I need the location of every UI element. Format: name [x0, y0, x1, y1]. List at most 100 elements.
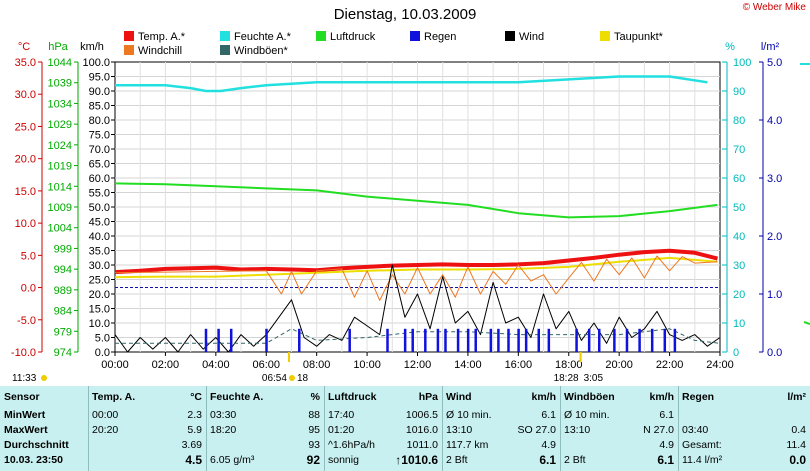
table-column-hum: Feuchte A.% 03:30 88 18:20 95 93 6.05 g/m³ 92 [206, 386, 324, 471]
row-value: 6.1 [541, 409, 556, 421]
edge-fragment [803, 321, 810, 325]
tick-label-wind: 85.0 [89, 101, 110, 113]
row-value: 11.4 [786, 439, 806, 451]
tick-label-hum: 60 [733, 173, 745, 185]
rain-bar [575, 328, 578, 352]
table-header-label: Temp. A. [92, 391, 136, 403]
series-line-wind [114, 264, 721, 353]
row-value: 4.5 [185, 453, 202, 467]
rain-bar [638, 328, 641, 352]
tick-label-wind: 0.0 [95, 347, 110, 359]
tick-label-temp: 5.0 [21, 250, 36, 262]
table-separator [88, 386, 89, 471]
rain-bar [587, 328, 591, 352]
table-separator [442, 386, 443, 471]
table-header: Temp. A. °C [92, 390, 202, 404]
rain-bar [456, 328, 460, 352]
table-header-label: Windböen [564, 391, 615, 403]
row-sub: Gesamt: [682, 439, 722, 451]
table-row: Ø 10 min. 6.1 [564, 408, 674, 422]
series-line-windchill [114, 255, 718, 301]
tick-label-hum: 70 [733, 144, 745, 156]
tick-label-wind: 100.0 [82, 57, 110, 69]
table-row: 10.03. 23:50 [4, 453, 84, 467]
tick-label-temp: 25.0 [15, 121, 36, 133]
legend-label: Luftdruck [330, 31, 376, 43]
row-sub: Ø 10 min. [564, 409, 610, 421]
table-row: 11.4 l/m² 0.0 [682, 453, 806, 467]
tick-label-press: 1034 [48, 98, 72, 110]
table-row: 3.69 [92, 438, 202, 452]
tick-label-wind: 20.0 [89, 289, 110, 301]
axis-unit-temp: °C [18, 41, 30, 53]
row-value: 4.9 [659, 439, 674, 451]
rain-bar [436, 328, 440, 352]
tick-label-wind: 80.0 [89, 115, 110, 127]
table-header-label: Feuchte A. [210, 391, 264, 403]
table-header: Regen l/m² [682, 390, 806, 404]
tick-label-wind: 25.0 [89, 275, 110, 287]
tick-label-hum: 30 [733, 260, 745, 272]
rain-bar [348, 328, 351, 352]
axis-unit-press: hPa [48, 41, 68, 53]
rain-bar [524, 328, 528, 352]
row-sub: 20:20 [92, 424, 119, 436]
table-header-unit: km/h [531, 391, 556, 403]
row-value: 0.0 [789, 453, 806, 467]
axis-unit-wind: km/h [80, 41, 104, 53]
row-value: 6.1 [539, 453, 556, 467]
row-value: 1006.5 [405, 409, 438, 421]
table-row: 20:20 5.9 [92, 423, 202, 437]
tick-label-hum: 0 [733, 347, 739, 359]
sunrise-extra: 18 [297, 373, 309, 384]
table-header-unit: km/h [649, 391, 674, 403]
tick-label-press: 999 [54, 243, 72, 255]
tick-label-x: 10:00 [353, 359, 381, 371]
table-header-label: Luftdruck [328, 391, 377, 403]
tick-label-rain: 5.0 [767, 57, 782, 69]
row-sub: 13:10 [446, 424, 473, 436]
tick-label-x: 12:00 [404, 359, 432, 371]
table-column-temp: Temp. A. °C 00:00 2.3 20:20 5.9 3.69 4.5 [88, 386, 206, 471]
rain-bar [507, 328, 510, 352]
row-label: Durchschnitt [4, 439, 69, 451]
table-row: 2 Bft 6.1 [564, 453, 674, 467]
rain-bar [444, 328, 447, 352]
sun-icon [41, 375, 47, 381]
axis-unit-hum: % [725, 41, 735, 53]
tick-label-hum: 10 [733, 318, 745, 330]
axis-unit-rain: l/m² [761, 41, 780, 53]
legend-swatch [220, 31, 230, 41]
table-row: Durchschnitt [4, 438, 84, 452]
rain-bar [204, 328, 208, 352]
row-sub: 2 Bft [564, 454, 586, 466]
series-line-windb-en [115, 328, 721, 344]
row-sub: 00:00 [92, 409, 119, 421]
tick-label-press: 1044 [48, 57, 72, 69]
tick-label-press: 1029 [48, 119, 72, 131]
row-value: 1016.0 [405, 424, 438, 436]
tick-label-wind: 5.0 [95, 333, 110, 345]
tick-label-press: 1009 [48, 202, 72, 214]
row-value: 5.9 [187, 424, 202, 436]
row-sub: Ø 10 min. [446, 409, 492, 421]
table-row: sonnig ↑1010.6 [328, 453, 438, 467]
table-row: 03:30 88 [210, 408, 320, 422]
tick-label-rain: 0.0 [767, 347, 782, 359]
legend-swatch [316, 31, 326, 41]
tick-label-x: 16:00 [505, 359, 533, 371]
rain-bar [217, 328, 220, 352]
row-label: MinWert [4, 409, 46, 421]
stats-table: Sensor MinWert MaxWert Durchschnitt 10.03. 2… [0, 386, 810, 471]
table-separator [560, 386, 561, 471]
row-sub: 6.05 g/m³ [210, 454, 255, 466]
row-value: ↑1010.6 [395, 453, 438, 467]
row-sub: 11.4 l/m² [682, 454, 723, 466]
rain-bar [229, 328, 233, 352]
series-line-luftdruck [114, 182, 718, 219]
rain-bar [547, 328, 551, 352]
rain-bar [517, 328, 520, 352]
table-row: 93 [210, 438, 320, 452]
table-row: 13:10 N 27.0 [564, 423, 674, 437]
weather-chart: °C hPa km/h% l/m² 35.0 30.0 25.0 20.0 15.0 10.0 5.… [11, 31, 810, 384]
